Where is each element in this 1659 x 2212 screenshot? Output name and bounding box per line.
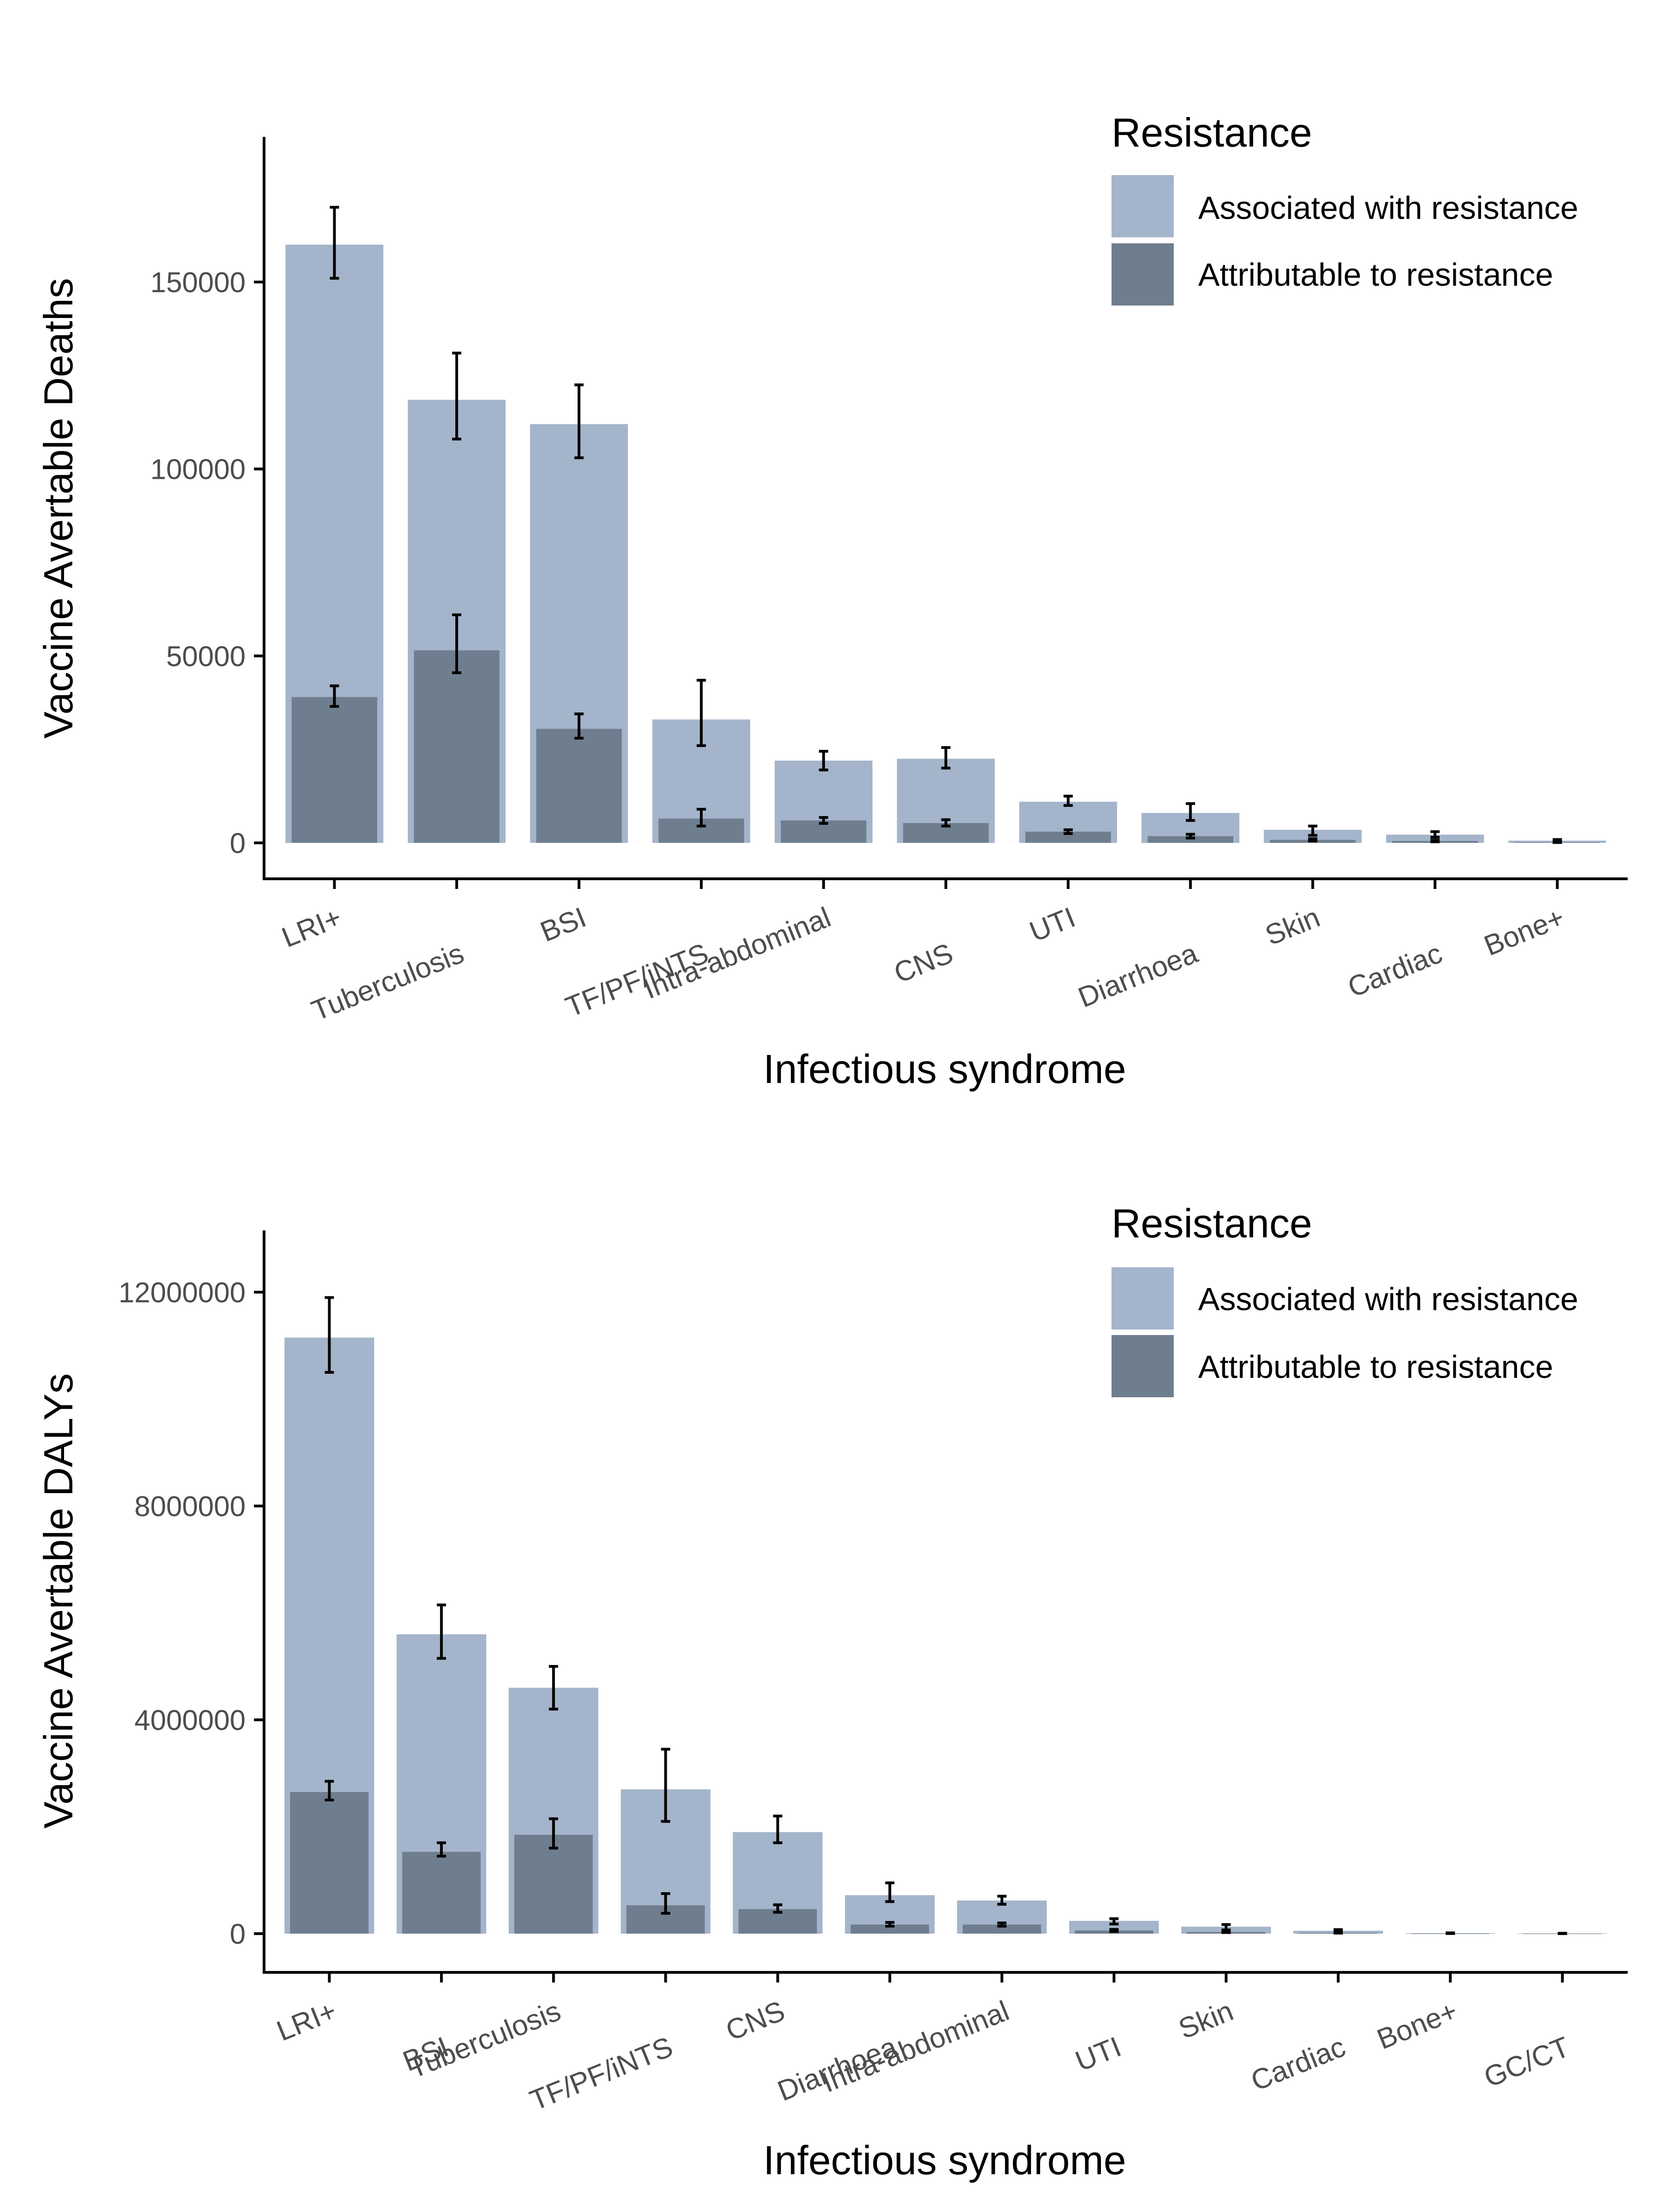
deaths-y-tick-label: 100000 <box>150 454 246 486</box>
deaths-error-bars <box>329 206 1562 844</box>
dalys-bars <box>284 1337 1607 1934</box>
dalys-bar-attributable <box>290 1792 369 1934</box>
deaths-bar-attributable <box>414 650 500 843</box>
deaths-bar-attributable <box>291 697 377 843</box>
deaths-legend-swatch-associated <box>1112 175 1174 237</box>
dalys-y-tick-label: 4000000 <box>135 1705 246 1736</box>
deaths-x-axis-title: Infectious syndrome <box>763 1046 1126 1092</box>
dalys-y-tick-label: 8000000 <box>135 1491 246 1523</box>
deaths-y-ticks: 0 50000 100000 150000 <box>150 267 264 859</box>
dalys-legend-title: Resistance <box>1112 1200 1312 1246</box>
dalys-legend-swatch-attributable <box>1112 1335 1174 1397</box>
dalys-bar-attributable <box>962 1924 1041 1934</box>
dalys-legend-label-associated: Associated with resistance <box>1198 1281 1578 1317</box>
deaths-bars <box>285 244 1606 843</box>
dalys-bar-attributable <box>850 1924 930 1934</box>
deaths-y-tick-label: 0 <box>230 828 246 859</box>
dalys-legend: Resistance Associated with resistance At… <box>1112 1200 1578 1397</box>
dalys-y-ticks: 0 4000000 8000000 12000000 <box>118 1277 264 1950</box>
deaths-bar-associated <box>1386 835 1484 843</box>
dalys-y-tick-label: 12000000 <box>118 1277 246 1309</box>
deaths-bar-attributable <box>1147 836 1234 843</box>
dalys-legend-label-attributable: Attributable to resistance <box>1198 1349 1553 1385</box>
dalys-x-axis-title: Infectious syndrome <box>763 2137 1126 2183</box>
dalys-error-bars <box>324 1296 1567 1935</box>
deaths-legend-swatch-attributable <box>1112 243 1174 306</box>
dalys-legend-swatch-associated <box>1112 1267 1174 1330</box>
dalys-y-tick-label: 0 <box>230 1918 246 1950</box>
deaths-legend-title: Resistance <box>1112 110 1312 155</box>
dalys-bar-attributable <box>514 1835 593 1934</box>
deaths-y-tick-label: 150000 <box>150 267 246 299</box>
deaths-y-axis-title: Vaccine Avertable Deaths <box>35 278 81 739</box>
dalys-bar-attributable <box>402 1852 481 1934</box>
deaths-legend-label-associated: Associated with resistance <box>1198 190 1578 226</box>
deaths-legend: Resistance Associated with resistance At… <box>1112 110 1578 306</box>
deaths-y-tick-label: 50000 <box>166 641 246 672</box>
deaths-legend-label-attributable: Attributable to resistance <box>1198 257 1553 293</box>
deaths-bar-attributable <box>536 729 622 843</box>
dalys-y-axis-title: Vaccine Avertable DALYs <box>35 1373 81 1829</box>
